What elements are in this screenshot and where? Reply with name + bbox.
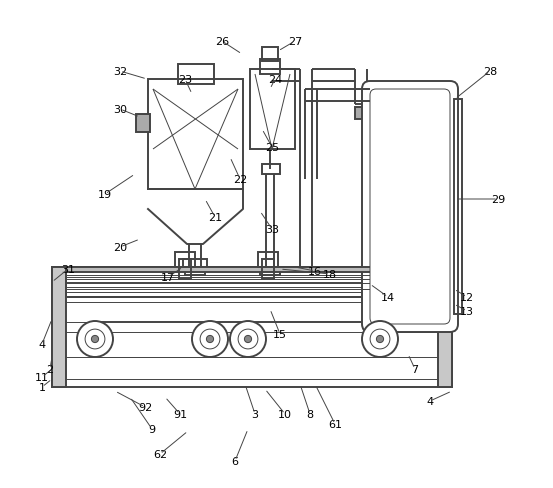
Bar xyxy=(175,252,195,267)
Circle shape xyxy=(91,336,98,343)
Text: 61: 61 xyxy=(328,419,342,429)
Text: 6: 6 xyxy=(232,456,238,466)
Bar xyxy=(66,267,438,297)
Text: 9: 9 xyxy=(148,424,155,434)
Circle shape xyxy=(192,321,228,357)
Text: 62: 62 xyxy=(153,449,167,459)
Bar xyxy=(260,267,280,275)
Text: 25: 25 xyxy=(265,142,279,153)
Circle shape xyxy=(238,329,258,349)
Circle shape xyxy=(377,336,384,343)
Text: 11: 11 xyxy=(35,372,49,382)
Text: 2: 2 xyxy=(46,364,54,374)
Text: 31: 31 xyxy=(61,264,75,274)
Bar xyxy=(258,252,278,267)
Bar xyxy=(260,60,280,75)
Text: 27: 27 xyxy=(288,37,302,47)
Text: 21: 21 xyxy=(208,213,222,223)
Bar xyxy=(355,108,369,120)
Text: 29: 29 xyxy=(491,195,505,204)
Text: 10: 10 xyxy=(278,409,292,419)
Text: 15: 15 xyxy=(273,329,287,339)
Circle shape xyxy=(370,329,390,349)
Circle shape xyxy=(230,321,266,357)
Text: 17: 17 xyxy=(161,272,175,283)
Text: 13: 13 xyxy=(460,306,474,316)
Bar xyxy=(136,115,150,133)
Text: 92: 92 xyxy=(138,402,152,412)
Text: 16: 16 xyxy=(308,266,322,276)
Bar xyxy=(262,48,278,62)
Text: 19: 19 xyxy=(98,190,112,200)
Text: 4: 4 xyxy=(39,339,45,349)
Bar xyxy=(52,267,452,387)
Circle shape xyxy=(85,329,105,349)
Bar xyxy=(66,267,438,272)
Text: 26: 26 xyxy=(215,37,229,47)
Circle shape xyxy=(77,321,113,357)
FancyBboxPatch shape xyxy=(362,82,458,332)
Bar xyxy=(185,267,205,275)
Text: 20: 20 xyxy=(113,243,127,252)
Circle shape xyxy=(200,329,220,349)
Bar xyxy=(262,164,280,175)
Text: 1: 1 xyxy=(39,382,45,392)
Bar xyxy=(454,100,462,314)
Text: 8: 8 xyxy=(306,409,314,419)
Text: 12: 12 xyxy=(460,292,474,303)
Bar xyxy=(250,70,295,150)
Text: 91: 91 xyxy=(173,409,187,419)
Bar xyxy=(179,260,191,280)
Bar xyxy=(262,260,274,280)
Circle shape xyxy=(362,321,398,357)
Circle shape xyxy=(206,336,213,343)
Circle shape xyxy=(244,336,252,343)
Text: 24: 24 xyxy=(268,75,282,85)
Bar xyxy=(52,267,66,387)
Text: 23: 23 xyxy=(178,75,192,85)
Bar xyxy=(178,65,214,85)
Bar xyxy=(148,80,243,190)
Text: 18: 18 xyxy=(323,269,337,280)
Bar xyxy=(438,267,452,387)
Text: 33: 33 xyxy=(265,224,279,235)
Text: 32: 32 xyxy=(113,67,127,77)
Text: 30: 30 xyxy=(113,105,127,115)
FancyBboxPatch shape xyxy=(370,90,450,325)
Text: 7: 7 xyxy=(411,364,419,374)
Text: 22: 22 xyxy=(233,175,247,184)
Text: 14: 14 xyxy=(381,292,395,303)
Text: 28: 28 xyxy=(483,67,497,77)
Text: 3: 3 xyxy=(252,409,258,419)
Bar xyxy=(183,260,207,271)
Text: 4: 4 xyxy=(426,396,434,406)
